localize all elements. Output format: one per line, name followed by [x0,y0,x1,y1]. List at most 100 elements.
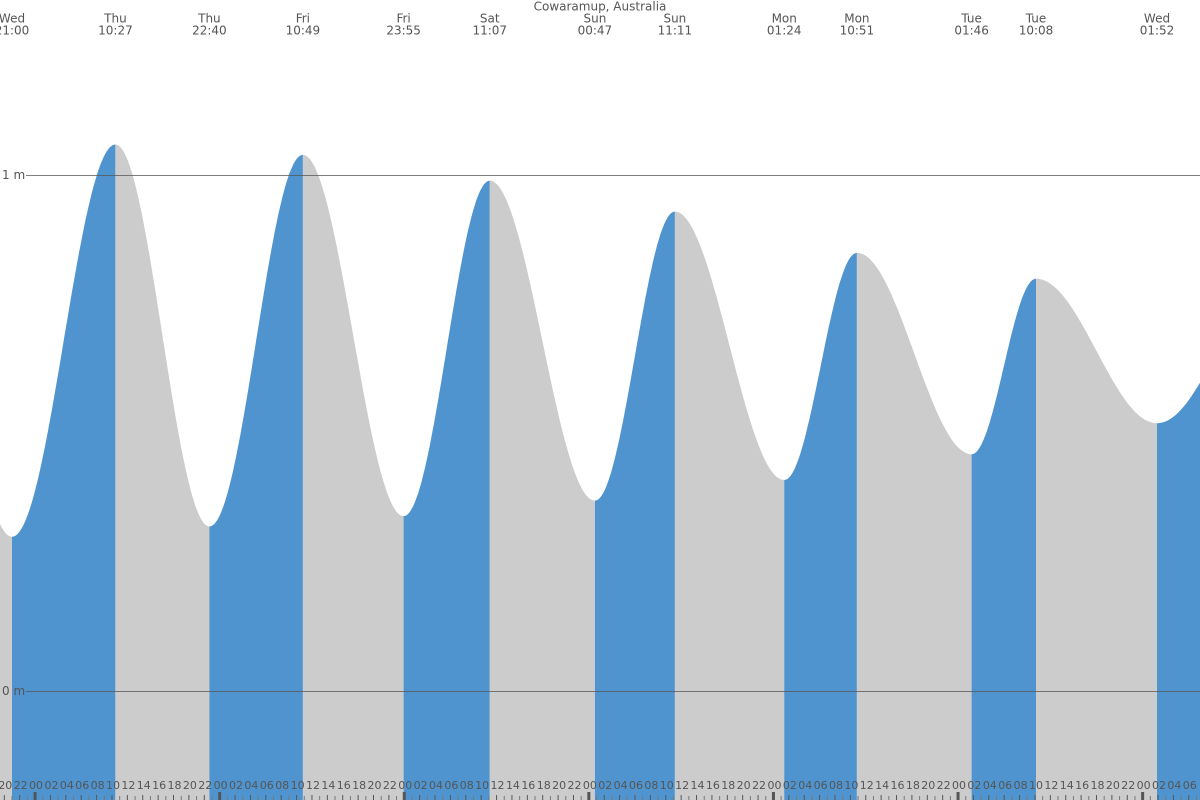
x-tick-label: 12 [860,779,874,792]
extreme-day: Fri [296,12,310,26]
x-tick-label: 00 [583,779,597,792]
extreme-time: 23:55 [386,24,421,38]
x-tick-label: 20 [1106,779,1120,792]
x-tick-label: 08 [91,779,105,792]
x-tick-label: 12 [675,779,689,792]
x-tick-label: 12 [306,779,320,792]
x-tick-label: 14 [875,779,889,792]
x-tick-label: 04 [244,779,258,792]
x-tick-label: 06 [629,779,643,792]
x-tick-label: 12 [491,779,505,792]
tide-curve [0,144,1200,800]
x-tick-label: 14 [321,779,335,792]
tide-segment [971,278,1036,800]
x-tick-label: 10 [475,779,489,792]
x-tick-label: 06 [998,779,1012,792]
extreme-time: 00:47 [578,24,613,38]
x-tick-label: 04 [1167,779,1181,792]
extreme-time: 01:46 [954,24,989,38]
x-tick-label: 18 [906,779,920,792]
x-tick-label: 02 [783,779,797,792]
x-tick-label: 22 [383,779,397,792]
x-tick-label: 02 [229,779,243,792]
extreme-day: Wed [0,12,25,26]
extreme-day: Sun [583,12,606,26]
x-tick-label: 02 [44,779,58,792]
tide-segment [403,180,490,800]
x-tick-label: 18 [168,779,182,792]
x-tick-label: 04 [429,779,443,792]
tide-segment [302,154,404,800]
x-tick-label: 04 [614,779,628,792]
x-tick-label: 00 [398,779,412,792]
chart-title: Cowaramup, Australia [534,0,667,14]
x-tick-label: 18 [352,779,366,792]
x-tick-label: 06 [444,779,458,792]
extreme-time: 21:00 [0,24,29,38]
x-tick-label: 08 [275,779,289,792]
x-tick-label: 10 [844,779,858,792]
x-tick-label: 04 [60,779,74,792]
x-tick-label: 18 [1090,779,1104,792]
extreme-day: Fri [396,12,410,26]
x-tick-label: 02 [967,779,981,792]
x-tick-label: 16 [337,779,351,792]
x-tick-label: 00 [1137,779,1151,792]
x-tick-label: 20 [737,779,751,792]
x-tick-label: 22 [14,779,28,792]
y-tick-label: 0 m [2,684,25,698]
x-tick-label: 00 [214,779,228,792]
x-tick-label: 14 [137,779,151,792]
tide-segment [674,211,785,800]
tide-segment [1157,382,1200,800]
x-tick-label: 18 [537,779,551,792]
tide-segment [209,154,303,800]
tide-segment [1036,278,1157,800]
x-tick-label: 14 [506,779,520,792]
tide-segment [12,144,116,800]
x-tick-label: 06 [75,779,89,792]
x-tick-label: 16 [1075,779,1089,792]
extreme-time: 01:52 [1140,24,1175,38]
x-tick-label: 20 [0,779,12,792]
x-tick-label: 02 [598,779,612,792]
extreme-day: Sat [480,12,500,26]
x-tick-label: 22 [752,779,766,792]
tide-segment [115,144,210,800]
x-tick-label: 06 [814,779,828,792]
extreme-time: 22:40 [192,24,227,38]
x-tick-label: 08 [644,779,658,792]
extreme-time: 10:49 [286,24,321,38]
x-tick-label: 08 [460,779,474,792]
x-tick-label: 04 [798,779,812,792]
x-tick-label: 10 [291,779,305,792]
x-tick-label: 00 [952,779,966,792]
x-tick-label: 20 [921,779,935,792]
x-tick-label: 16 [891,779,905,792]
extreme-day: Tue [1025,12,1047,26]
x-tick-label: 06 [260,779,274,792]
x-tick-label: 20 [367,779,381,792]
extreme-time: 01:24 [767,24,802,38]
extreme-day: Mon [772,12,797,26]
x-tick-label: 00 [767,779,781,792]
x-tick-label: 22 [567,779,581,792]
x-tick-label: 18 [721,779,735,792]
x-tick-label: 06 [1183,779,1197,792]
extreme-time: 10:27 [98,24,133,38]
x-tick-label: 14 [691,779,705,792]
x-tick-label: 16 [706,779,720,792]
x-tick-label: 10 [1029,779,1043,792]
x-tick-label: 08 [1014,779,1028,792]
x-tick-label: 02 [1152,779,1166,792]
x-tick-label: 04 [983,779,997,792]
extreme-day: Mon [844,12,869,26]
x-tick-label: 10 [106,779,120,792]
x-tick-label: 22 [1121,779,1135,792]
x-tick-label: 14 [1060,779,1074,792]
x-tick-label: 02 [414,779,428,792]
x-tick-label: 16 [152,779,166,792]
y-tick-label: 1 m [2,168,25,182]
extreme-day: Wed [1144,12,1170,26]
